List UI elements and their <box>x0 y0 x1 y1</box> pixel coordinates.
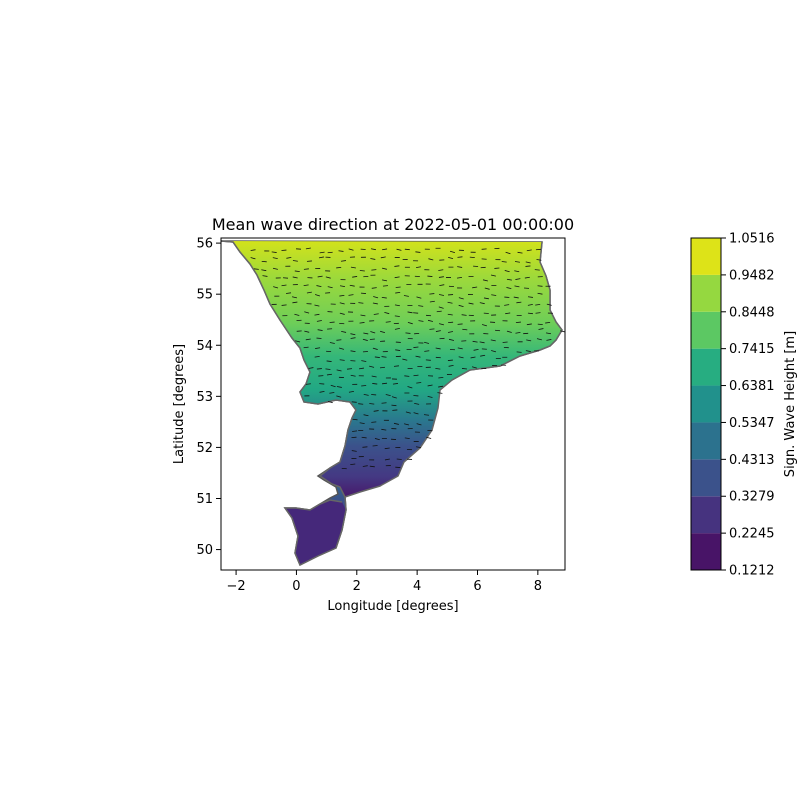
wave-arrow <box>404 376 409 377</box>
colorbar-tick-label: 0.9482 <box>729 268 775 283</box>
wave-arrow <box>462 368 467 369</box>
colorbar-tick-label: 0.8448 <box>729 305 775 320</box>
x-axis: −2 0 2 4 6 8 <box>227 570 542 594</box>
wave-arrow <box>336 267 341 268</box>
colorbar-band <box>691 422 721 459</box>
wave-arrow <box>353 419 358 420</box>
wave-arrow <box>528 313 533 314</box>
colorbar-band <box>691 496 721 533</box>
wave-arrow <box>361 385 366 386</box>
wave-arrow <box>538 286 543 287</box>
wave-arrow <box>347 369 352 370</box>
wave-arrow <box>517 352 522 353</box>
y-axis-label: Latitude [degrees] <box>172 344 187 464</box>
wave-arrow <box>371 270 376 271</box>
colorbar-tick-label: 0.1212 <box>729 564 775 579</box>
wave-arrow <box>429 294 434 295</box>
wave-arrow <box>352 402 357 403</box>
y-tick-label: 50 <box>196 543 213 558</box>
y-axis: 50 51 52 53 54 55 56 <box>196 237 221 558</box>
colorbar-label: Sign. Wave Height [m] <box>783 331 798 477</box>
x-tick-label: 4 <box>413 579 421 594</box>
colorbar-tick-label: 0.7415 <box>729 342 775 357</box>
wave-arrow <box>405 249 410 250</box>
wave-arrow <box>362 447 367 448</box>
y-tick-label: 55 <box>196 288 213 303</box>
colorbar-tick-label: 0.3279 <box>729 490 775 505</box>
colorbar-band <box>691 533 721 570</box>
x-axis-label: Longitude [degrees] <box>327 599 458 614</box>
chart-title: Mean wave direction at 2022-05-01 00:00:… <box>212 215 574 234</box>
sea-fill-main <box>221 241 562 497</box>
colorbar-band <box>691 349 721 386</box>
colorbar-band <box>691 312 721 349</box>
colorbar-tick-label: 0.4313 <box>729 453 775 468</box>
wave-arrow <box>282 305 287 306</box>
wave-arrow <box>317 369 322 370</box>
wave-arrow <box>413 347 418 348</box>
wave-arrow <box>536 313 541 314</box>
colorbar: 0.1212 0.2245 0.3279 0.4313 0.5347 0.6381 0.74… <box>691 232 775 579</box>
y-tick-label: 56 <box>196 237 213 252</box>
wave-arrow <box>350 464 355 465</box>
colorbar-band <box>691 459 721 496</box>
colorbar-band <box>691 275 721 312</box>
sea-fill-south <box>285 500 346 565</box>
wave-arrow <box>371 422 376 423</box>
wave-arrow <box>373 445 378 446</box>
x-tick-label: −2 <box>227 579 246 594</box>
wave-arrow <box>358 404 363 405</box>
wave-arrow <box>470 257 475 258</box>
wave-arrow <box>391 405 396 406</box>
y-tick-label: 53 <box>196 390 213 405</box>
y-tick-label: 52 <box>196 441 213 456</box>
plot-area <box>221 241 565 565</box>
wave-arrow <box>457 257 462 258</box>
y-tick-label: 54 <box>196 339 213 354</box>
colorbar-tick-label: 0.5347 <box>729 416 775 431</box>
wave-arrow <box>503 342 508 343</box>
wave-arrow <box>448 360 453 361</box>
x-tick-label: 0 <box>292 579 300 594</box>
wave-arrow <box>516 322 521 323</box>
y-tick-label: 51 <box>196 492 213 507</box>
colorbar-tick-label: 0.6381 <box>729 379 775 394</box>
x-tick-label: 6 <box>473 579 481 594</box>
wave-arrow <box>394 366 399 367</box>
wave-arrow <box>328 252 333 253</box>
colorbar-tick-label: 0.2245 <box>729 527 775 542</box>
x-tick-label: 8 <box>534 579 542 594</box>
x-tick-label: 2 <box>353 579 361 594</box>
colorbar-band <box>691 238 721 275</box>
wave-arrow <box>386 322 391 323</box>
wave-arrow <box>538 324 543 325</box>
colorbar-band <box>691 386 721 423</box>
colorbar-tick-label: 1.0516 <box>729 232 775 247</box>
